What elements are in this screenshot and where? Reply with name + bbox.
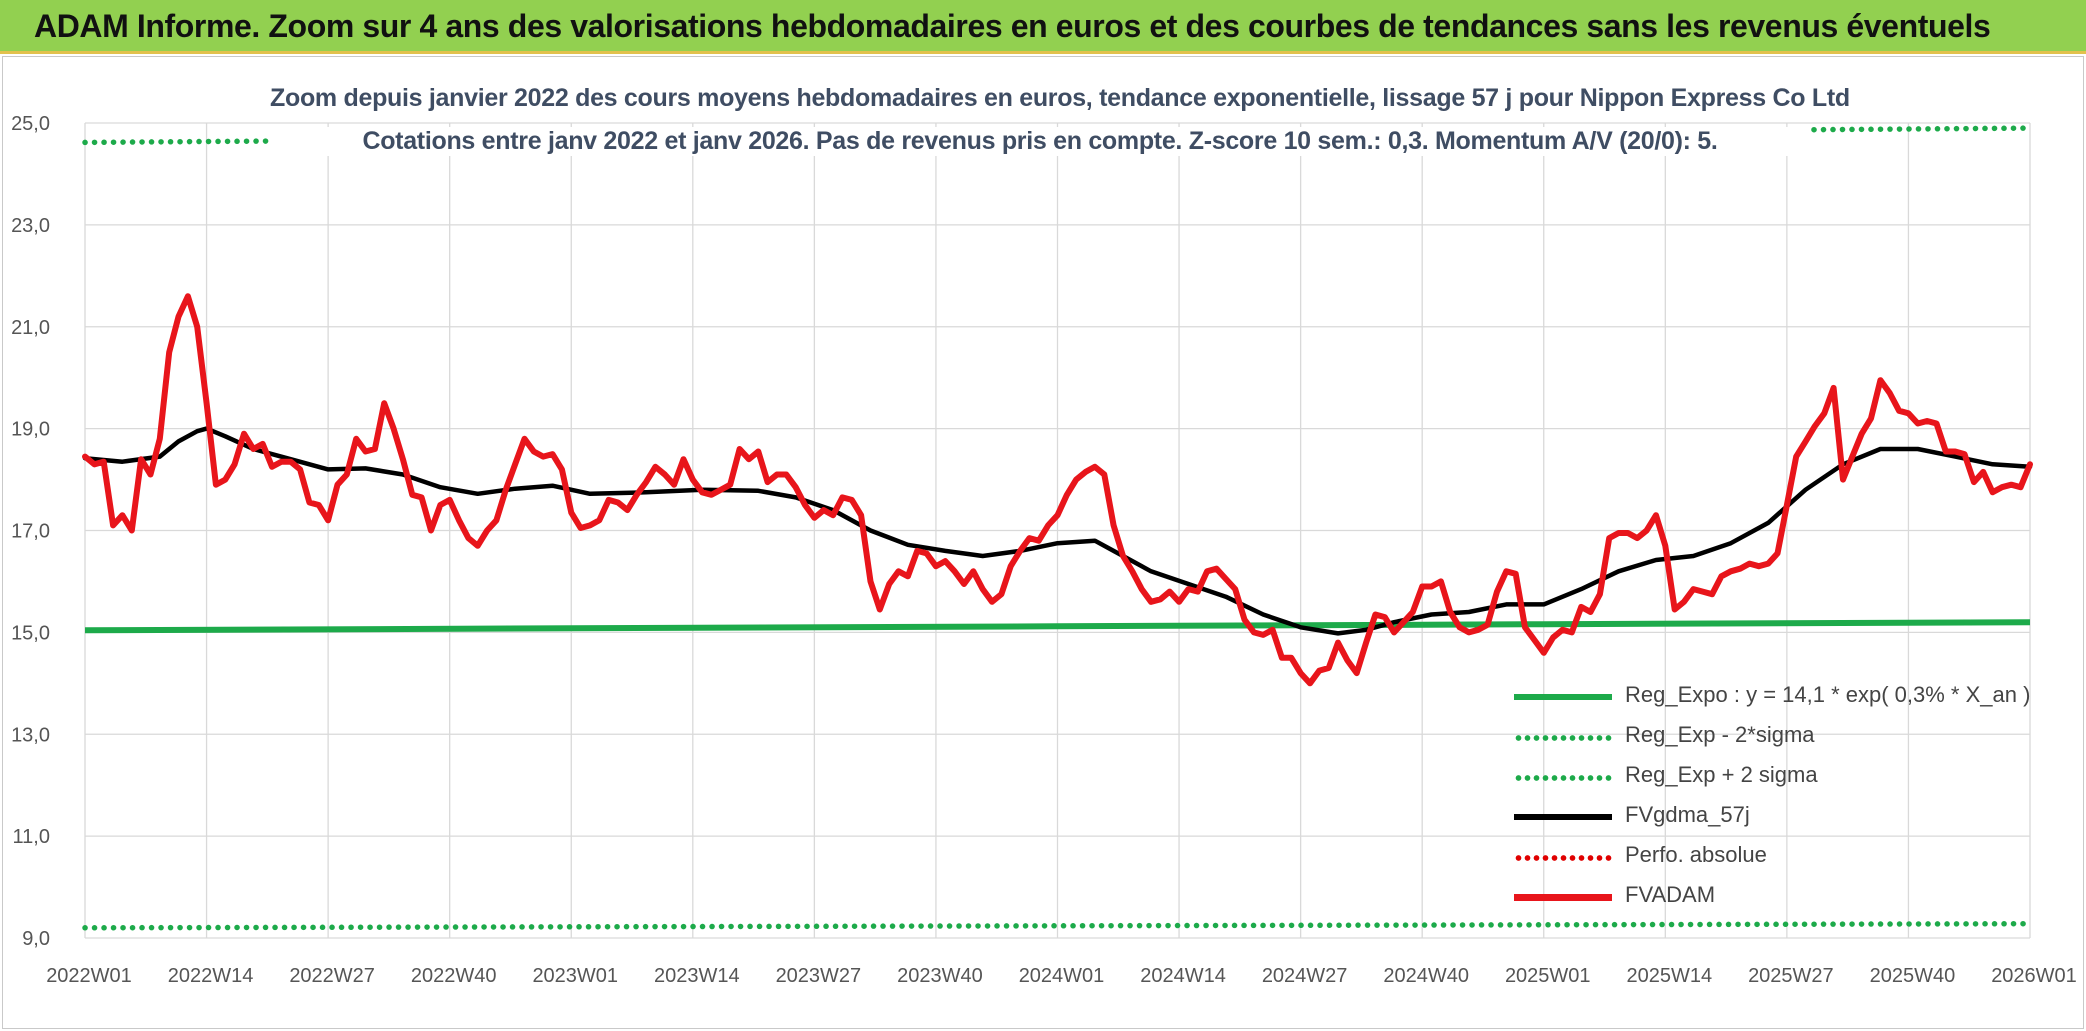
x-tick-label: 2023W27 [776, 965, 862, 987]
y-tick-label: 11,0 [13, 826, 50, 848]
x-tick-label: 2025W40 [1870, 965, 1956, 987]
legend-label: Reg_Expo : y = 14,1 * exp( 0,3% * X_an ) [1625, 682, 2031, 707]
y-tick-label: 25,0 [11, 113, 50, 135]
legend-item-reg-exp-minus-2sigma: Reg_Exp - 2*sigma [1510, 718, 2070, 758]
y-tick-label: 9,0 [22, 928, 50, 950]
legend-label: Reg_Exp + 2 sigma [1625, 762, 1818, 787]
x-tick-label: 2025W01 [1505, 965, 1591, 987]
y-tick-label: 19,0 [11, 419, 50, 441]
series-fvadam-line [82, 293, 2033, 687]
x-tick-label: 2022W14 [168, 965, 254, 987]
x-tick-label: 2024W14 [1140, 965, 1226, 987]
legend-item-reg-expo: Reg_Expo : y = 14,1 * exp( 0,3% * X_an ) [1510, 678, 2070, 718]
x-tick-label: 2024W27 [1262, 965, 1348, 987]
series-reg-exp-minus-2sigma-line [82, 920, 2033, 931]
legend-swatch [1514, 733, 1612, 743]
legend-item-fvgdma-57j: FVgdma_57j [1510, 798, 2070, 838]
chart-subtitle-line1: Zoom depuis janvier 2022 des cours moyen… [270, 84, 1850, 113]
chart-legend: Reg_Expo : y = 14,1 * exp( 0,3% * X_an )… [1510, 678, 2070, 918]
legend-swatch [1514, 694, 1612, 700]
y-tick-label: 17,0 [11, 521, 50, 543]
legend-label: FVgdma_57j [1625, 802, 1750, 827]
x-tick-label: 2022W40 [411, 965, 497, 987]
legend-label: FVADAM [1625, 882, 1716, 907]
series-reg-expo-line [84, 619, 2031, 634]
legend-swatch [1514, 773, 1612, 783]
legend-label: Reg_Exp - 2*sigma [1625, 722, 1815, 747]
x-tick-label: 2024W01 [1019, 965, 1105, 987]
x-tick-label: 2023W01 [532, 965, 618, 987]
y-tick-label: 21,0 [11, 317, 50, 339]
chart-subtitle-line2: Cotations entre janv 2022 et janv 2026. … [270, 127, 1810, 156]
legend-swatch [1514, 814, 1612, 820]
x-tick-label: 2023W40 [897, 965, 983, 987]
report-title: ADAM Informe. Zoom sur 4 ans des valoris… [34, 8, 1991, 44]
series-fvgdma-57j-line [82, 426, 2033, 636]
legend-label: Perfo. absolue [1625, 842, 1767, 867]
report-banner: ADAM Informe. Zoom sur 4 ans des valoris… [0, 0, 2086, 54]
y-tick-label: 15,0 [11, 622, 50, 644]
legend-item-reg-exp-plus-2sigma: Reg_Exp + 2 sigma [1510, 758, 2070, 798]
legend-item-fvadam: FVADAM [1510, 878, 2070, 918]
x-tick-label: 2025W27 [1748, 965, 1834, 987]
x-tick-label: 2022W27 [289, 965, 375, 987]
legend-swatch [1514, 894, 1612, 901]
legend-swatch [1514, 853, 1612, 863]
x-tick-label: 2024W40 [1383, 965, 1469, 987]
chart-frame [2, 56, 2084, 1029]
x-tick-label: 2025W14 [1627, 965, 1713, 987]
y-tick-label: 23,0 [11, 215, 50, 237]
x-tick-label: 2023W14 [654, 965, 740, 987]
x-tick-label: 2026W01 [1991, 965, 2077, 987]
legend-item-perfo-absolue: Perfo. absolue [1510, 838, 2070, 878]
x-tick-label: 2022W01 [46, 965, 132, 987]
y-tick-label: 13,0 [11, 724, 50, 746]
